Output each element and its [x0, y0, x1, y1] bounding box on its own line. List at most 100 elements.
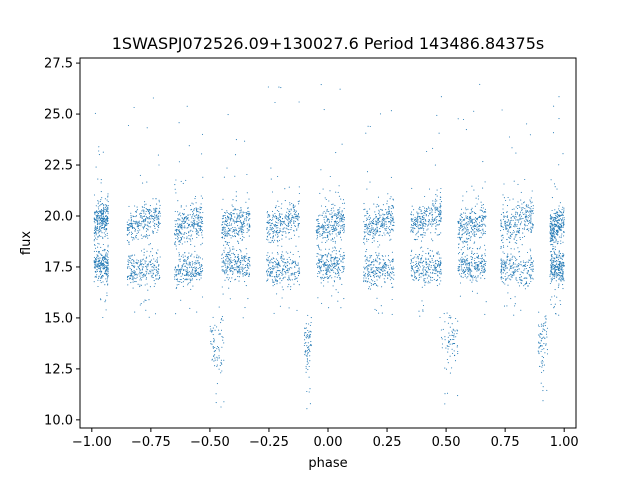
data-point: [365, 262, 367, 264]
data-point: [233, 222, 236, 224]
data-point: [149, 243, 151, 245]
data-point: [294, 220, 296, 222]
data-point: [468, 266, 470, 268]
data-point: [195, 228, 197, 230]
data-point: [129, 231, 131, 233]
data-point: [393, 271, 395, 274]
data-point: [269, 262, 271, 264]
data-point: [126, 240, 128, 242]
data-point: [144, 275, 146, 277]
data-point: [340, 225, 343, 227]
data-point: [238, 218, 240, 220]
data-point: [440, 212, 442, 214]
data-point: [369, 288, 371, 290]
data-point: [237, 254, 239, 256]
data-point: [134, 227, 136, 230]
data-point: [174, 184, 176, 186]
data-point: [100, 227, 102, 229]
data-point: [238, 214, 240, 216]
data-point: [100, 213, 102, 215]
data-point: [474, 257, 476, 259]
data-point: [439, 271, 441, 273]
data-point: [479, 262, 481, 264]
data-point: [479, 273, 481, 275]
data-point: [438, 253, 440, 255]
data-point: [439, 266, 441, 268]
data-point: [415, 265, 417, 267]
data-point: [227, 218, 229, 220]
data-point: [186, 257, 188, 259]
data-point: [323, 231, 325, 233]
data-point: [439, 277, 441, 279]
data-point: [320, 169, 322, 171]
data-point: [471, 233, 474, 235]
data-point: [269, 219, 271, 221]
data-point: [102, 210, 104, 212]
data-point: [229, 228, 231, 230]
data-point: [135, 235, 137, 237]
data-point: [198, 227, 200, 230]
data-point: [186, 236, 188, 238]
data-point: [484, 233, 486, 235]
data-point: [275, 271, 277, 273]
data-point: [329, 234, 331, 236]
data-point: [228, 257, 230, 259]
data-point: [196, 210, 199, 212]
data-point: [100, 266, 102, 269]
data-point: [366, 238, 368, 240]
data-point: [390, 221, 392, 223]
data-point: [297, 212, 300, 215]
data-point: [180, 180, 182, 182]
data-point: [329, 175, 331, 178]
data-point: [514, 222, 516, 224]
data-point: [196, 230, 199, 232]
data-point: [334, 247, 337, 249]
data-point: [96, 232, 98, 234]
data-point: [106, 210, 108, 212]
data-point: [225, 233, 227, 235]
data-point: [437, 215, 439, 217]
data-point: [226, 257, 228, 259]
data-point: [196, 217, 198, 219]
data-point: [524, 225, 526, 227]
data-point: [200, 272, 202, 274]
data-point: [335, 220, 337, 222]
data-point: [94, 227, 96, 229]
data-point: [484, 208, 486, 210]
data-point: [320, 205, 323, 207]
data-point: [377, 218, 380, 220]
data-point: [193, 209, 195, 211]
data-point: [138, 220, 140, 222]
data-point: [482, 228, 484, 230]
data-point: [528, 206, 530, 209]
data-point: [196, 257, 198, 259]
data-point: [295, 211, 297, 213]
data-point: [126, 276, 129, 278]
data-point: [328, 253, 330, 255]
data-point: [481, 261, 483, 263]
data-point: [323, 262, 325, 264]
data-point: [504, 224, 506, 226]
data-point: [175, 313, 177, 315]
data-point: [95, 219, 97, 221]
data-point: [228, 287, 230, 289]
data-point: [369, 221, 371, 223]
data-point: [485, 261, 487, 263]
data-point: [175, 179, 177, 181]
data-point: [384, 263, 386, 265]
data-point: [420, 234, 422, 236]
data-point: [428, 274, 430, 276]
data-point: [232, 273, 234, 275]
data-point: [131, 227, 134, 230]
data-point: [177, 229, 179, 231]
data-point: [392, 206, 395, 208]
data-point: [325, 216, 327, 219]
data-point: [322, 227, 324, 229]
data-point: [102, 219, 104, 221]
data-point: [191, 234, 193, 236]
data-point: [386, 212, 388, 214]
data-point: [439, 213, 441, 215]
data-point: [461, 230, 463, 232]
data-point: [429, 249, 431, 251]
